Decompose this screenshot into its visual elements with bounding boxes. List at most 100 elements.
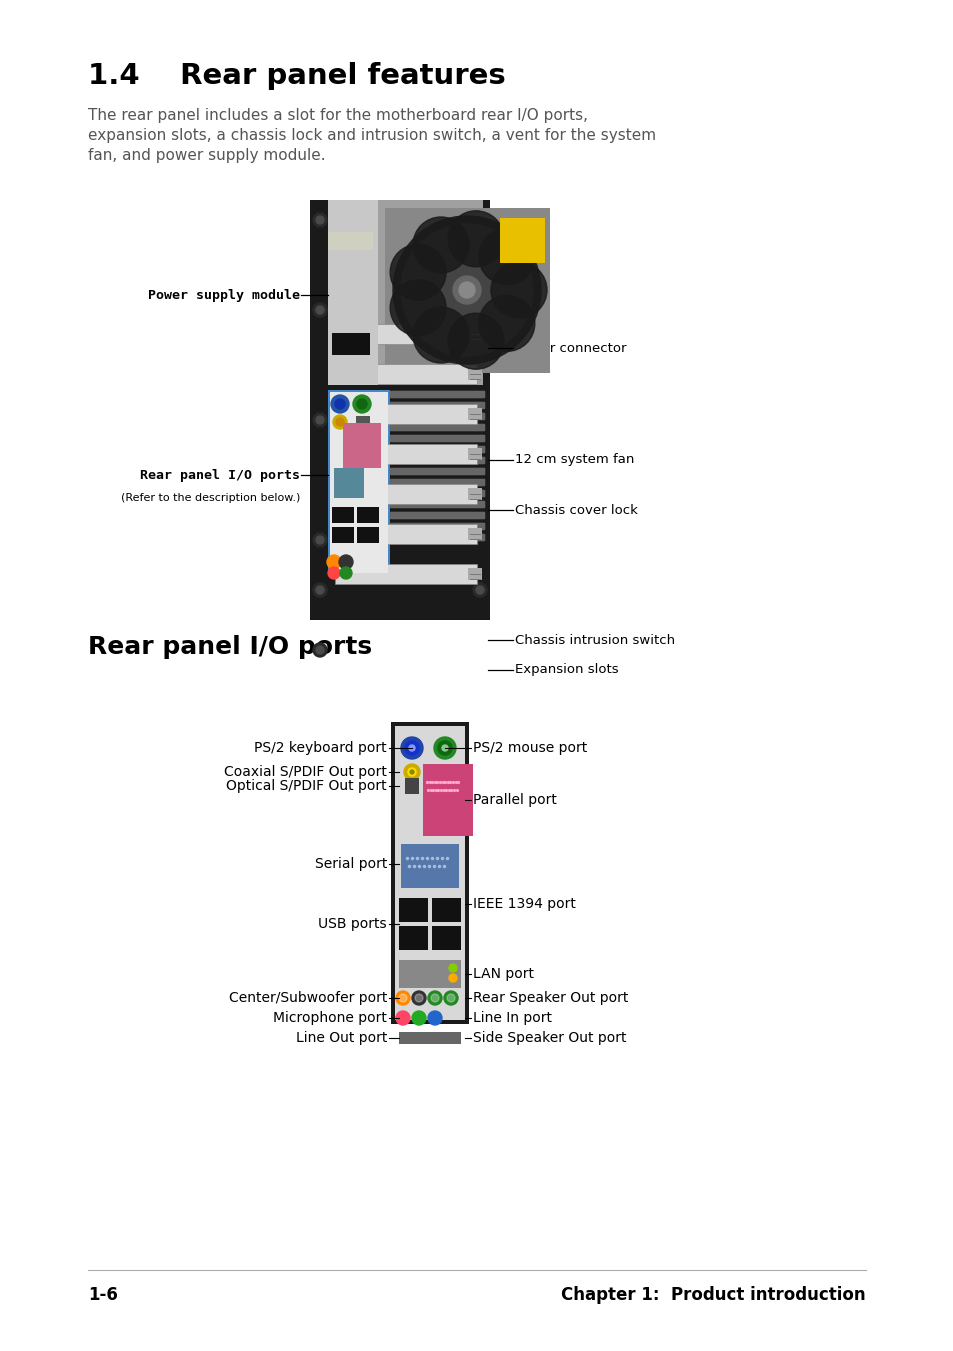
Text: Optical S/PDIF Out port: Optical S/PDIF Out port [226,780,387,793]
Circle shape [491,262,546,317]
Circle shape [473,584,486,597]
Circle shape [415,994,422,1002]
Text: PS/2 mouse port: PS/2 mouse port [473,740,587,755]
Circle shape [403,765,419,780]
Text: Expansion slots: Expansion slots [515,663,618,677]
Bar [390,534,483,540]
Bar [390,501,483,507]
Bar [343,423,380,467]
Bar [390,467,483,474]
Bar [468,367,481,380]
Bar [356,507,378,523]
Bar [390,435,483,440]
Circle shape [448,313,503,369]
Circle shape [412,1011,426,1025]
Bar [422,765,473,836]
Text: Rear panel I/O ports: Rear panel I/O ports [88,635,372,659]
Bar [332,527,354,543]
Circle shape [448,211,503,266]
Text: 12 cm system fan: 12 cm system fan [515,454,634,466]
Text: Rear panel I/O ports: Rear panel I/O ports [140,469,299,481]
Bar [356,527,378,543]
Bar [390,512,483,517]
Bar [335,444,476,463]
Text: 1.4    Rear panel features: 1.4 Rear panel features [88,62,505,91]
Circle shape [353,394,371,413]
Bar [432,925,460,950]
Text: Line Out port: Line Out port [295,1031,387,1046]
Circle shape [315,416,324,424]
Circle shape [390,280,446,336]
Text: Rear Speaker Out port: Rear Speaker Out port [473,992,628,1005]
Bar [335,563,476,584]
Bar [385,208,550,373]
Bar [328,390,390,576]
Circle shape [476,586,483,594]
Bar [395,725,464,1020]
Text: Power supply module: Power supply module [148,289,299,301]
Text: expansion slots, a chassis lock and intrusion switch, a vent for the system: expansion slots, a chassis lock and intr… [88,128,656,143]
Bar [398,961,460,988]
Circle shape [431,994,438,1002]
Bar [390,490,483,496]
Circle shape [313,413,327,427]
Circle shape [478,228,535,285]
Circle shape [434,738,456,759]
Circle shape [335,417,344,426]
Bar [468,528,481,540]
Circle shape [313,213,327,227]
Circle shape [478,296,535,351]
Circle shape [409,744,415,751]
Bar [346,430,377,450]
Bar [390,523,483,530]
Circle shape [428,992,441,1005]
Circle shape [331,394,349,413]
Text: IEEE 1394 port: IEEE 1394 port [473,897,576,911]
Bar [390,390,483,397]
Bar [335,363,476,384]
Circle shape [408,767,416,775]
Bar [390,390,483,397]
Bar [391,721,469,1024]
Circle shape [412,992,426,1005]
Bar [432,898,460,921]
Circle shape [400,224,533,357]
Bar [390,424,483,430]
Bar [390,534,483,540]
Bar [335,404,476,424]
Circle shape [428,1011,441,1025]
Text: Serial port: Serial port [314,857,387,871]
Bar [390,523,483,530]
Circle shape [410,770,414,774]
Circle shape [437,740,452,755]
Bar [310,200,490,620]
Text: Side Speaker Out port: Side Speaker Out port [473,1031,626,1046]
Bar [398,1032,460,1044]
Text: 1-6: 1-6 [88,1286,118,1304]
Text: Coaxial S/PDIF Out port: Coaxial S/PDIF Out port [224,765,387,780]
Bar [390,512,483,517]
Bar [390,446,483,453]
Bar [390,413,483,419]
Circle shape [328,567,339,580]
Text: Line In port: Line In port [473,1011,552,1025]
Bar [335,324,476,345]
Circle shape [313,584,327,597]
Circle shape [313,303,327,317]
Text: LAN port: LAN port [473,967,534,981]
Circle shape [313,534,327,547]
Bar [499,218,544,263]
Circle shape [339,567,352,580]
Text: Power connector: Power connector [515,342,626,354]
Circle shape [413,307,469,363]
Bar [332,332,370,355]
Bar [390,490,483,496]
Bar [335,484,476,504]
Circle shape [395,992,410,1005]
Bar [390,435,483,440]
Circle shape [315,586,324,594]
Bar [468,328,481,340]
Circle shape [400,738,422,759]
Circle shape [313,643,327,657]
Circle shape [398,994,407,1002]
